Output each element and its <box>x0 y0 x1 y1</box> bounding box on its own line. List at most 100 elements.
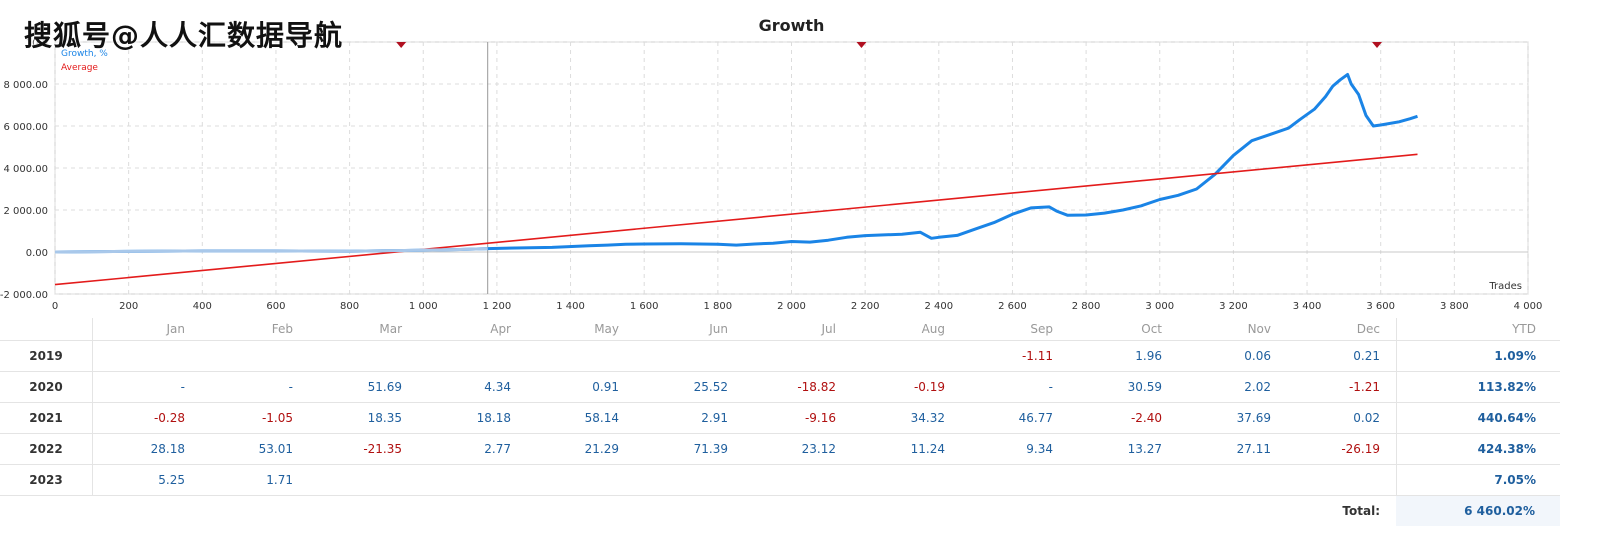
year-header-cell <box>0 318 93 340</box>
ytd-value: 113.82% <box>1396 372 1561 402</box>
month-value-jan: - <box>180 380 185 394</box>
y-tick-label: 4 000.00 <box>3 164 48 175</box>
month-value-dec: 0.21 <box>1353 349 1380 363</box>
y-tick-label: 2 000.00 <box>3 206 48 217</box>
table-row: 2020 - - 51.69 4.34 0.91 25.52 -18.82 -0.19 - 30.5… <box>0 372 1560 403</box>
x-tick-label: 200 <box>119 301 138 312</box>
table-row: 2019 -1.11 1.96 0.06 0.21 1.09% <box>0 341 1560 372</box>
chart-title: Growth <box>759 16 825 35</box>
month-value-dec: 0.02 <box>1353 411 1380 425</box>
y-tick-label: 0.00 <box>26 248 48 259</box>
y-tick-label: 8 000.00 <box>3 80 48 91</box>
x-tick-label: 0 <box>52 301 58 312</box>
y-tick-label: 10 0 <box>26 38 48 49</box>
x-tick-label: 4 000 <box>1514 301 1543 312</box>
month-value-feb: 1.71 <box>266 473 293 487</box>
x-tick-label: 3 600 <box>1366 301 1395 312</box>
month-header-may: May <box>594 322 619 336</box>
month-value-aug: -0.19 <box>913 380 945 394</box>
x-tick-label: 1 800 <box>704 301 733 312</box>
month-value-may: 21.29 <box>584 442 619 456</box>
ytd-header: YTD <box>1396 318 1561 340</box>
year-cell-2022: 2022 <box>0 434 93 464</box>
year-cell-2021: 2021 <box>0 403 93 433</box>
month-header-dec: Dec <box>1356 322 1380 336</box>
x-tick-label: 1 000 <box>409 301 438 312</box>
x-tick-label: 3 200 <box>1219 301 1248 312</box>
month-header-nov: Nov <box>1247 322 1271 336</box>
table-row: 2021 -0.28 -1.05 18.35 18.18 58.14 2.91 -9.16 34… <box>0 403 1560 434</box>
growth-series-line <box>54 73 1418 254</box>
month-value-nov: 37.69 <box>1236 411 1271 425</box>
x-tick-label: 2 000 <box>777 301 806 312</box>
month-header-mar: Mar <box>379 322 402 336</box>
total-value: 6 460.02% <box>1396 496 1560 526</box>
x-tick-label: 400 <box>193 301 212 312</box>
month-value-feb: - <box>288 380 293 394</box>
year-cell-2020: 2020 <box>0 372 93 402</box>
month-value-aug: 11.24 <box>910 442 945 456</box>
x-tick-label: 600 <box>266 301 285 312</box>
ytd-value: 1.09% <box>1396 341 1561 371</box>
month-value-sep: 9.34 <box>1026 442 1053 456</box>
month-value-apr: 4.34 <box>484 380 511 394</box>
y-tick-label: -2 000.00 <box>0 290 48 301</box>
x-tick-label: 800 <box>340 301 359 312</box>
month-value-sep: - <box>1048 380 1053 394</box>
month-value-oct: 30.59 <box>1127 380 1162 394</box>
growth-series-early-segment <box>54 247 488 254</box>
month-value-jul: 23.12 <box>801 442 836 456</box>
month-value-nov: 27.11 <box>1236 442 1271 456</box>
year-cell-2023: 2023 <box>0 465 93 495</box>
month-header-feb: Feb <box>271 322 293 336</box>
month-value-jun: 25.52 <box>693 380 728 394</box>
year-cell-2019: 2019 <box>0 341 93 371</box>
event-marker <box>396 42 407 48</box>
month-value-dec: -1.21 <box>1348 380 1380 394</box>
month-value-sep: 46.77 <box>1018 411 1053 425</box>
x-tick-label: 3 000 <box>1145 301 1174 312</box>
average-series-line <box>54 153 1418 286</box>
month-value-oct: 13.27 <box>1127 442 1162 456</box>
month-value-jan: 5.25 <box>158 473 185 487</box>
month-header-apr: Apr <box>490 322 511 336</box>
watermark-text: 搜狐号@人人汇数据导航 <box>24 19 344 52</box>
table-row: 2022 28.18 53.01 -21.35 2.77 21.29 71.39 23.12 1… <box>0 434 1560 465</box>
event-marker <box>1372 42 1383 48</box>
month-value-may: 58.14 <box>584 411 619 425</box>
month-value-may: 0.91 <box>592 380 619 394</box>
month-value-nov: 2.02 <box>1244 380 1271 394</box>
month-value-aug: 34.32 <box>910 411 945 425</box>
month-value-apr: 2.77 <box>484 442 511 456</box>
month-value-feb: -1.05 <box>261 411 293 425</box>
x-tick-label: 2 400 <box>924 301 953 312</box>
total-value-text: 6 460.02% <box>1464 504 1535 518</box>
x-tick-label: 1 400 <box>556 301 585 312</box>
month-header-oct: Oct <box>1141 322 1162 336</box>
month-value-jun: 71.39 <box>693 442 728 456</box>
total-label: Total: <box>1342 504 1380 518</box>
ytd-value: 440.64% <box>1396 403 1561 433</box>
month-value-mar: 18.35 <box>367 411 402 425</box>
month-value-jul: -9.16 <box>804 411 836 425</box>
month-value-dec: -26.19 <box>1341 442 1380 456</box>
legend-average: Average <box>61 63 98 73</box>
growth-chart: -2 000.00 0.00 2 000.00 4 000.00 6 000.00 8 0… <box>0 16 1543 312</box>
y-tick-label: 6 000.00 <box>3 122 48 133</box>
month-header-jun: Jun <box>709 322 728 336</box>
legend-growth: Growth, % <box>61 49 108 59</box>
ytd-value: 7.05% <box>1396 465 1561 495</box>
month-value-mar: -21.35 <box>363 442 402 456</box>
total-row: Total: 6 460.02% <box>0 496 1560 526</box>
month-header-aug: Aug <box>921 322 945 336</box>
month-value-apr: 18.18 <box>476 411 511 425</box>
month-value-nov: 0.06 <box>1244 349 1271 363</box>
month-value-jan: -0.28 <box>153 411 185 425</box>
x-axis-label: Trades <box>1488 281 1522 292</box>
month-value-jan: 28.18 <box>150 442 185 456</box>
month-value-oct: 1.96 <box>1135 349 1162 363</box>
month-header-sep: Sep <box>1030 322 1053 336</box>
x-tick-label: 3 800 <box>1440 301 1469 312</box>
table-header-row: Jan Feb Mar Apr May Jun Jul Aug Sep Oct Nov Dec YTD <box>0 318 1560 341</box>
month-value-jul: -18.82 <box>797 380 836 394</box>
